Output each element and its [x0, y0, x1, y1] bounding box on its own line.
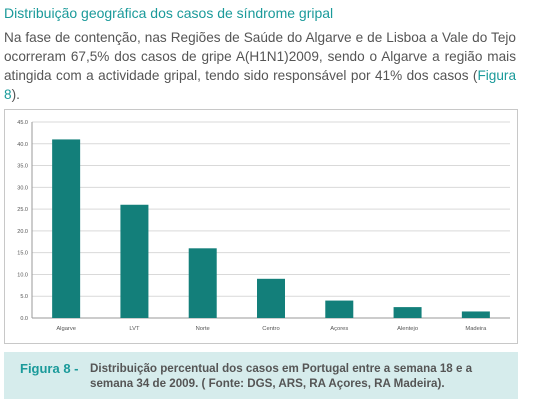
bar-chart: 0.0 5.0 10.0 15.0 20.0 25.0 30.0 35.0 40.0 45.0 Al… [17, 120, 510, 332]
x-tick-label: Algarve [56, 326, 76, 332]
y-tick-label: 10.0 [17, 272, 28, 278]
y-tick-label: 45.0 [17, 120, 28, 126]
intro-text-end: ). [11, 87, 20, 102]
figure-caption: Figura 8 - Distribuição percentual dos c… [4, 352, 518, 399]
bar-algarve [52, 139, 81, 318]
intro-paragraph: Na fase de contenção, nas Regiões de Saú… [4, 28, 516, 104]
intro-text: Na fase de contenção, nas Regiões de Saú… [4, 30, 516, 83]
bar-madeira [461, 311, 490, 318]
caption-label: Figura 8 - [20, 361, 79, 376]
bar-açores [325, 300, 354, 318]
y-tick-label: 40.0 [17, 142, 28, 148]
x-tick-label: Norte [196, 326, 210, 332]
bar-centro [257, 278, 285, 318]
x-tick-label: LVT [129, 326, 140, 332]
y-tick-label: 5.0 [20, 294, 28, 300]
caption-text: Distribuição percentual dos casos em Por… [90, 362, 473, 390]
bar-lvt [120, 204, 149, 318]
x-tick-label: Alentejo [397, 326, 418, 332]
chart-frame: 0.0 5.0 10.0 15.0 20.0 25.0 30.0 35.0 40.0 45.0 Al… [4, 109, 518, 344]
figure-reference-link[interactable]: Figura 8 [4, 68, 516, 102]
y-tick-label: 20.0 [17, 229, 28, 235]
section-title: Distribuição geográfica dos casos de sín… [4, 5, 334, 21]
x-tick-label: Açores [330, 326, 348, 332]
x-tick-label: Madeira [465, 326, 487, 332]
y-tick-label: 0.0 [20, 316, 28, 322]
y-tick-label: 35.0 [17, 164, 28, 170]
y-tick-label: 25.0 [17, 207, 28, 213]
bar-alentejo [393, 307, 422, 318]
x-tick-label: Centro [262, 326, 279, 332]
y-tick-label: 15.0 [17, 251, 28, 257]
bar-norte [188, 248, 217, 318]
y-tick-label: 30.0 [17, 185, 28, 191]
